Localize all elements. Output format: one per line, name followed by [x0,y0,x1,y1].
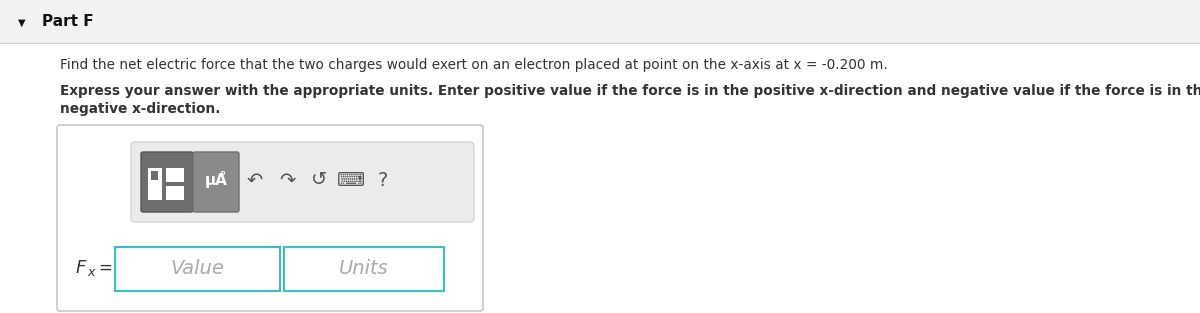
Bar [284,247,444,291]
Text: =: = [98,259,112,277]
Bar [166,168,184,182]
Text: ▼: ▼ [18,18,25,28]
FancyBboxPatch shape [193,152,239,212]
Text: negative x-direction.: negative x-direction. [60,102,221,116]
Text: Find the net electric force that the two charges would exert on an electron plac: Find the net electric force that the two… [60,58,888,72]
Text: $F$: $F$ [74,259,88,277]
Text: ⌨: ⌨ [337,171,365,189]
FancyBboxPatch shape [131,142,474,222]
Text: ?: ? [378,171,388,189]
Text: ↶: ↶ [247,171,263,189]
Text: Express your answer with the appropriate units. Enter positive value if the forc: Express your answer with the appropriate… [60,84,1200,98]
Bar [0,0,1200,43]
FancyBboxPatch shape [142,152,193,212]
Text: Value: Value [170,259,224,279]
FancyBboxPatch shape [58,125,482,311]
Text: Units: Units [340,259,389,279]
Bar [115,247,280,291]
Text: ↺: ↺ [311,171,328,189]
Bar [148,168,162,200]
Text: $x$: $x$ [88,266,97,280]
Text: ↷: ↷ [278,171,295,189]
Bar [151,171,158,180]
Bar [166,186,184,200]
Text: μÅ: μÅ [204,172,228,188]
Text: Part F: Part F [42,14,94,29]
